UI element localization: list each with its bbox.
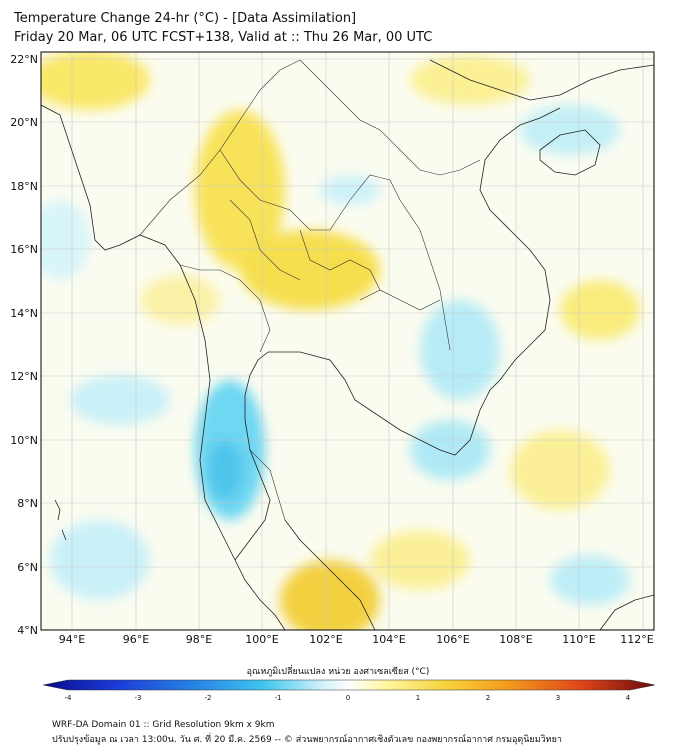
- colorbar-tick: -4: [65, 694, 73, 702]
- map-frame: [40, 51, 655, 631]
- coastlines: [41, 59, 654, 630]
- lat-label: 20°N: [10, 116, 38, 129]
- lat-label: 10°N: [10, 434, 38, 447]
- colorbar-tick: 2: [486, 694, 490, 702]
- lat-label: 14°N: [10, 307, 38, 320]
- footer-credit: ปรับปรุงข้อมูล ณ เวลา 13:00น. วัน ศ. ที่…: [52, 735, 562, 745]
- colorbar-label: อุณหภูมิเปลี่ยนแปลง หน่วย องศาเซลเซียส (…: [246, 667, 430, 677]
- footer-model-info: WRF-DA Domain 01 :: Grid Resolution 9km …: [52, 720, 275, 730]
- lat-label: 4°N: [17, 624, 38, 637]
- lon-label: 110°E: [562, 633, 595, 646]
- lat-label: 8°N: [17, 497, 38, 510]
- colorbar: -4 -3 -2 -1 0 1 2 3 4: [42, 679, 656, 702]
- borders: [139, 59, 481, 521]
- colorbar-tick: 4: [626, 694, 631, 702]
- lon-label: 104°E: [372, 633, 405, 646]
- colorbar-tick: -3: [135, 694, 142, 702]
- lon-label: 106°E: [436, 633, 469, 646]
- lat-label: 22°N: [10, 53, 38, 66]
- colorbar-tick: -2: [205, 694, 212, 702]
- lat-label: 16°N: [10, 243, 38, 256]
- lon-label: 98°E: [186, 633, 212, 646]
- colorbar-tick: 0: [346, 694, 350, 702]
- latitude-labels: 22°N 20°N 18°N 16°N 14°N 12°N 10°N 8°N 6…: [10, 53, 38, 637]
- lon-label: 100°E: [245, 633, 278, 646]
- colorbar-tick: 1: [416, 694, 420, 702]
- lat-label: 12°N: [10, 370, 38, 383]
- colorbar-strip: [42, 679, 656, 691]
- lat-label: 6°N: [17, 561, 38, 574]
- colorbar-tick: -1: [275, 694, 282, 702]
- lon-label: 94°E: [59, 633, 85, 646]
- longitude-labels: 94°E 96°E 98°E 100°E 102°E 104°E 106°E 1…: [59, 633, 654, 646]
- temperature-field: [41, 52, 654, 630]
- lon-label: 112°E: [620, 633, 653, 646]
- lon-label: 96°E: [123, 633, 149, 646]
- graticule: [41, 52, 654, 630]
- map-subtitle: Friday 20 Mar, 06 UTC FCST+138, Valid at…: [14, 30, 433, 45]
- colorbar-tick: 3: [556, 694, 560, 702]
- lon-label: 102°E: [309, 633, 342, 646]
- lon-label: 108°E: [499, 633, 532, 646]
- colorbar-ticks: -4 -3 -2 -1 0 1 2 3 4: [65, 694, 631, 702]
- map-title: Temperature Change 24-hr (°C) - [Data As…: [14, 11, 357, 26]
- lat-label: 18°N: [10, 180, 38, 193]
